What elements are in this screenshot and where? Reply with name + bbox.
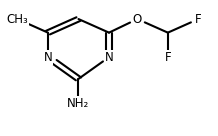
Text: F: F (195, 13, 202, 26)
Text: N: N (105, 51, 113, 64)
Text: F: F (165, 51, 171, 64)
Text: NH₂: NH₂ (67, 97, 90, 110)
Text: O: O (133, 13, 142, 26)
Text: CH₃: CH₃ (7, 13, 28, 26)
Text: N: N (44, 51, 52, 64)
